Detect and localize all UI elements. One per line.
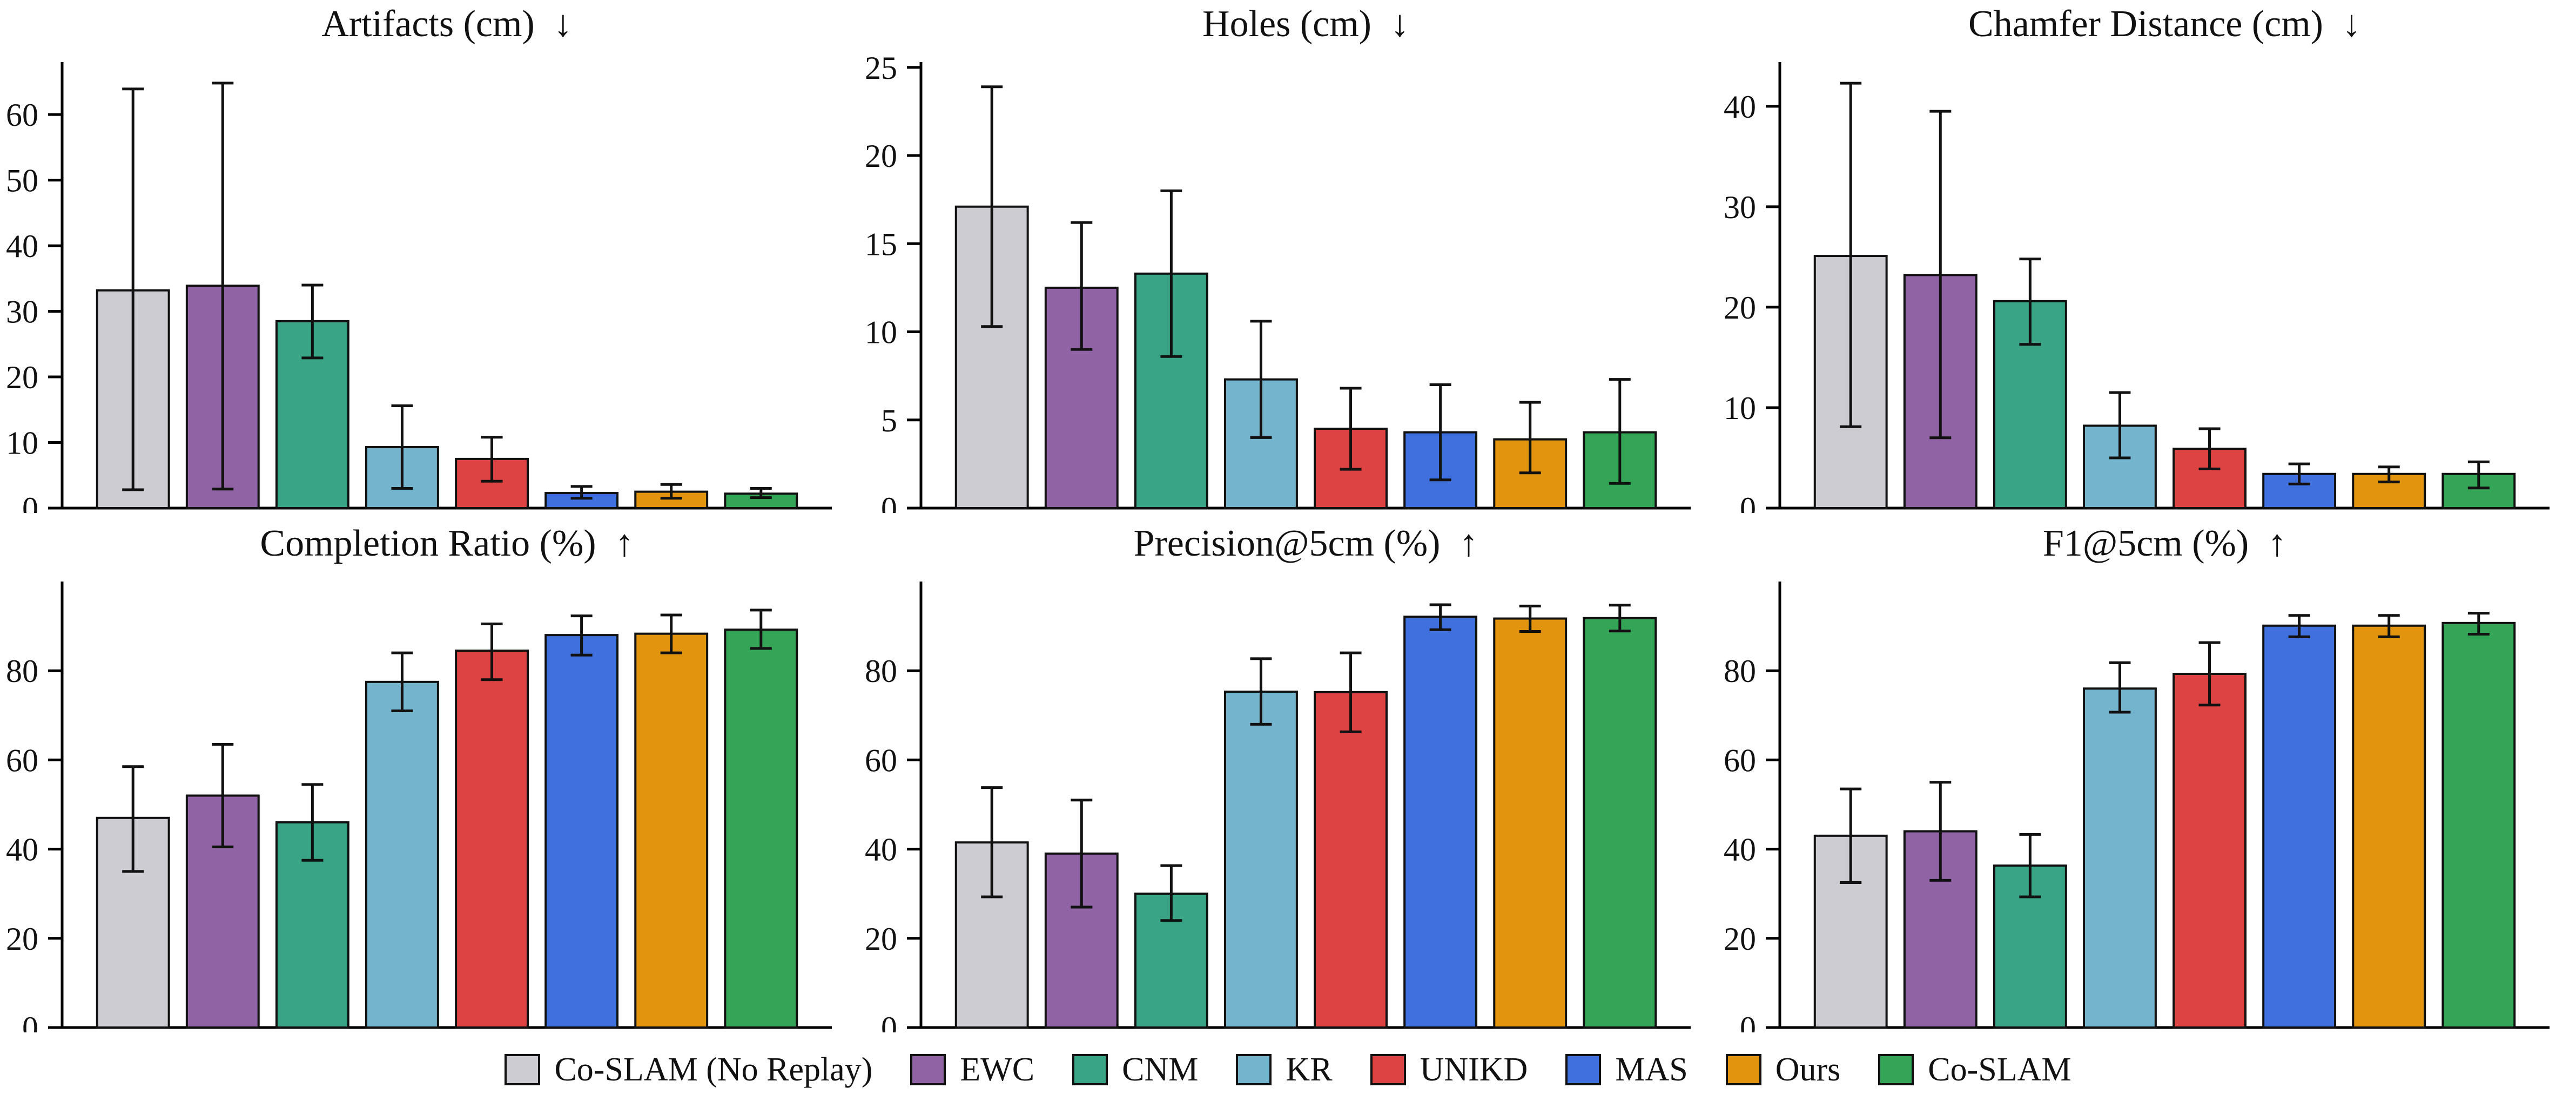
y-tick-label: 30 <box>1724 190 1756 225</box>
legend-swatch-ours <box>1725 1054 1761 1085</box>
subplot-f1-5cm: 0 20 40 60 80 F1@5cm (%) ↑ <box>1718 519 2576 1032</box>
legend-swatch-unikd <box>1370 1054 1406 1085</box>
bar-co-slam <box>724 629 798 1029</box>
completion-ratio-plot: 0 20 40 60 80 <box>6 582 832 1032</box>
subplot-artifacts: 0 10 20 30 40 50 60 Artifacts (cm) ↓ <box>0 0 858 513</box>
legend-swatch-co-slam <box>1878 1054 1914 1085</box>
legend-item-ewc: EWC <box>910 1051 1034 1089</box>
y-tick-label: 0 <box>22 1010 38 1032</box>
y-tick-label: 0 <box>1740 491 1756 513</box>
legend-label: Co-SLAM (No Replay) <box>554 1051 873 1088</box>
precision-5cm-plot: 0 20 40 60 80 <box>865 582 1691 1032</box>
y-tick-label: 40 <box>1724 832 1756 868</box>
legend-item-ours: Ours <box>1725 1051 1841 1089</box>
legend-label: MAS <box>1615 1051 1688 1088</box>
legend-item-cnm: CNM <box>1072 1051 1198 1089</box>
bar-cnm <box>275 821 349 1029</box>
bar-kr <box>2083 687 2157 1029</box>
y-tick-label: 40 <box>1724 89 1756 125</box>
chart-title: Artifacts (cm) ↓ <box>321 3 573 45</box>
legend-item-kr: KR <box>1236 1051 1333 1089</box>
bar-mas <box>1403 616 1478 1029</box>
y-tick-label: 20 <box>1724 921 1756 957</box>
legend-label: Ours <box>1775 1051 1841 1088</box>
holes-plot: 0 5 10 15 20 25 <box>865 50 1691 513</box>
subplot-chamfer-distance: 0 10 20 30 40 Chamfer Distance (cm) ↓ <box>1718 0 2576 513</box>
bar-unikd <box>455 650 529 1029</box>
legend-item-mas: MAS <box>1565 1051 1688 1089</box>
y-tick-label: 80 <box>865 653 897 689</box>
y-tick-label: 30 <box>6 294 38 330</box>
legend-label: KR <box>1286 1051 1333 1088</box>
y-tick-label: 20 <box>865 921 897 957</box>
legend-label: UNIKD <box>1420 1051 1528 1088</box>
legend-swatch-mas <box>1565 1054 1602 1085</box>
chart-title: Completion Ratio (%) ↑ <box>260 523 634 564</box>
chart-title: Holes (cm) ↓ <box>1202 3 1409 45</box>
bar-ours <box>1493 617 1568 1029</box>
y-tick-label: 60 <box>6 742 38 778</box>
bar-unikd <box>1314 691 1388 1029</box>
bar-ours <box>634 632 709 1029</box>
legend: Co-SLAM (No Replay) EWC CNM KR UNIKD MAS… <box>0 1035 2576 1105</box>
y-tick-label: 40 <box>6 228 38 264</box>
bar-unikd <box>2173 448 2247 509</box>
y-tick-label: 20 <box>6 921 38 957</box>
bar-unikd <box>2173 672 2247 1029</box>
legend-item-co-slam-no-replay: Co-SLAM (No Replay) <box>505 1051 872 1089</box>
y-tick-label: 20 <box>1724 290 1756 326</box>
chart-title: F1@5cm (%) ↑ <box>2042 523 2287 564</box>
bar-co-slam <box>1583 617 1657 1029</box>
legend-item-co-slam: Co-SLAM <box>1878 1051 2071 1089</box>
y-tick-label: 60 <box>865 742 897 778</box>
y-tick-label: 0 <box>1740 1010 1756 1032</box>
legend-label: Co-SLAM <box>1928 1051 2071 1088</box>
y-tick-label: 15 <box>865 226 897 262</box>
legend-label: CNM <box>1122 1051 1199 1088</box>
y-tick-label: 60 <box>6 97 38 133</box>
y-tick-label: 10 <box>1724 390 1756 426</box>
chart-title: Precision@5cm (%) ↑ <box>1133 523 1478 564</box>
y-tick-label: 20 <box>6 360 38 395</box>
subplot-holes: 0 5 10 15 20 25 Holes (cm) ↓ <box>859 0 1717 513</box>
y-tick-label: 40 <box>6 832 38 868</box>
chart-title: Chamfer Distance (cm) ↓ <box>1968 3 2361 45</box>
y-tick-label: 10 <box>6 425 38 461</box>
bar-mas <box>2262 624 2337 1029</box>
bar-mas <box>544 634 619 1029</box>
bar-kr <box>365 680 439 1029</box>
bar-co-slam <box>2442 621 2516 1029</box>
subplot-completion-ratio: 0 20 40 60 80 Completion Ratio (%) ↑ <box>0 519 858 1032</box>
legend-swatch-ewc <box>910 1054 946 1085</box>
y-tick-label: 0 <box>881 1010 897 1032</box>
legend-item-unikd: UNIKD <box>1370 1051 1528 1089</box>
y-tick-label: 50 <box>6 163 38 199</box>
legend-swatch-kr <box>1236 1054 1272 1085</box>
y-tick-label: 20 <box>865 138 897 174</box>
y-tick-label: 25 <box>865 50 897 86</box>
y-tick-label: 10 <box>865 315 897 350</box>
y-tick-label: 80 <box>6 653 38 689</box>
y-tick-label: 40 <box>865 832 897 868</box>
y-tick-label: 80 <box>1724 653 1756 689</box>
y-tick-label: 5 <box>881 403 897 438</box>
chamfer-distance-plot: 0 10 20 30 40 <box>1724 62 2550 513</box>
subplot-precision-5cm: 0 20 40 60 80 Precision@5cm (%) ↑ <box>859 519 1717 1032</box>
bar-ours <box>2352 624 2426 1029</box>
artifacts-plot: 0 10 20 30 40 50 60 <box>6 62 832 513</box>
f1-5cm-plot: 0 20 40 60 80 <box>1724 582 2550 1032</box>
y-tick-label: 60 <box>1724 742 1756 778</box>
legend-swatch-cnm <box>1072 1054 1108 1085</box>
legend-swatch-co-slam-no-replay <box>505 1054 541 1085</box>
legend-label: EWC <box>960 1051 1035 1088</box>
y-tick-label: 0 <box>881 491 897 513</box>
bar-kr <box>1224 691 1298 1029</box>
y-tick-label: 0 <box>22 491 38 513</box>
